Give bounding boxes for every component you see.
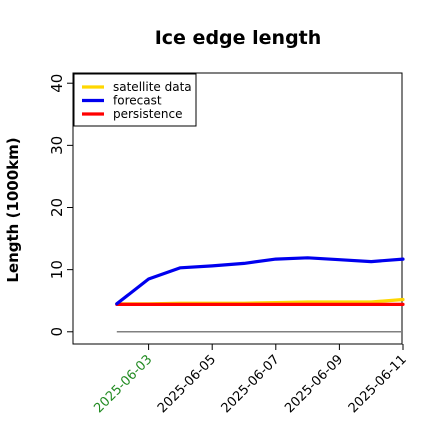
y-axis-label: Length (1000km) [4,137,22,282]
y-tick-label: 20 [48,198,66,217]
series-line-forecast [115,256,405,306]
legend-label: satellite data [113,80,192,94]
legend-label: forecast [113,94,162,108]
legend-label: persistence [113,107,182,121]
x-tick-label: 2025-06-11 [346,352,410,416]
y-tick-label: 30 [48,136,66,155]
y-tick-label: 40 [48,74,66,93]
x-tick-label: 2025-06-05 [155,352,219,416]
x-tick-label: 2025-06-07 [219,352,283,416]
chart-title: Ice edge length [155,27,322,49]
x-tick-label: 2025-06-09 [282,352,346,416]
y-tick-label: 0 [48,327,66,337]
y-tick-label: 10 [48,260,66,279]
x-tick-label: 2025-06-03 [91,352,155,416]
plot-frame [72,72,403,345]
